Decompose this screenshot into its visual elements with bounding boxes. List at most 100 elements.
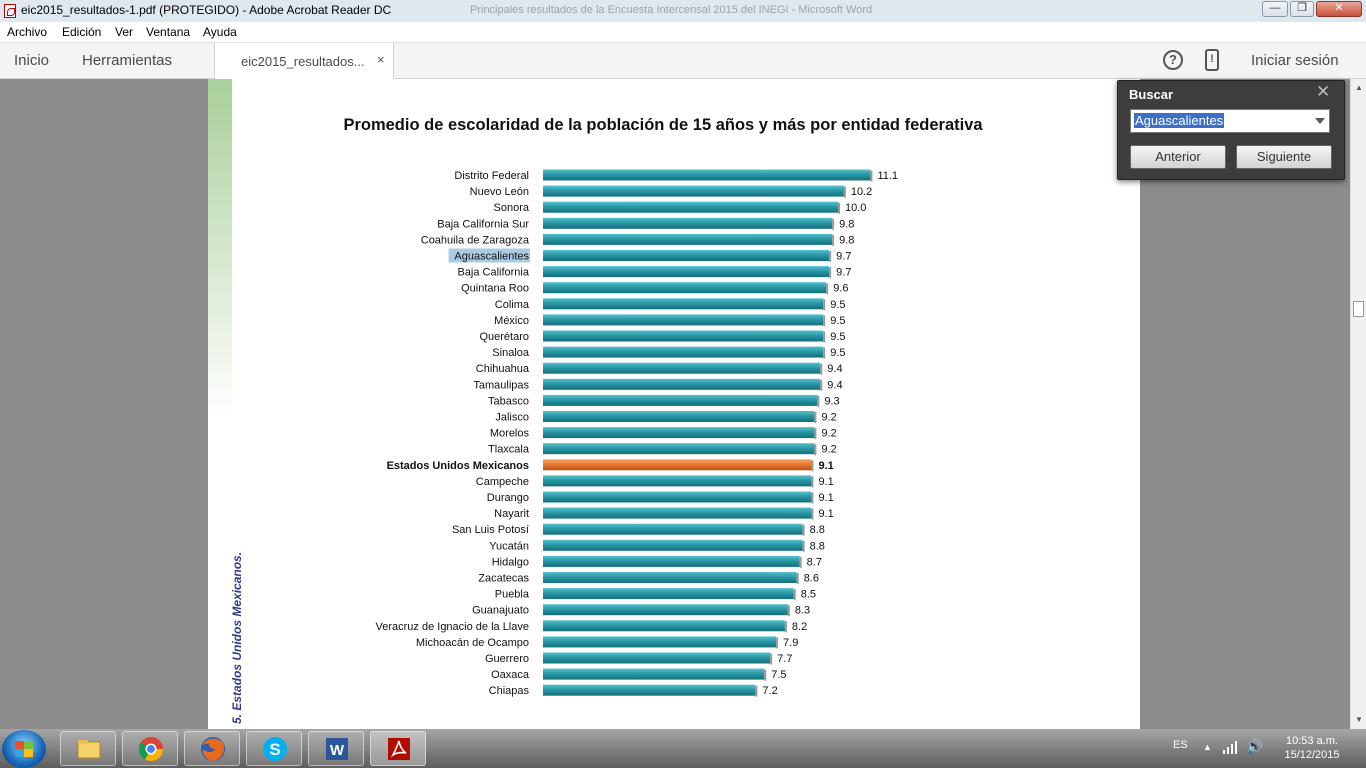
value-label: 9.8 [839, 218, 854, 230]
find-next-button[interactable]: Siguiente [1236, 145, 1332, 169]
category-label: Hidalgo [492, 556, 529, 568]
value-label: 9.5 [830, 331, 845, 343]
tray-expand-icon[interactable]: ▲ [1203, 742, 1212, 752]
scrollbar-thumb[interactable] [1353, 301, 1364, 317]
bar-shadow [823, 315, 826, 327]
system-clock[interactable]: 10:53 a.m. 15/12/2015 [1270, 734, 1354, 762]
menu-edicion[interactable]: Edición [62, 25, 102, 39]
bar-shadow [811, 476, 814, 488]
bar [543, 250, 830, 261]
value-label: 8.8 [810, 524, 825, 536]
bar-shadow [823, 331, 826, 343]
help-icon[interactable]: ? [1163, 50, 1183, 70]
bar [543, 298, 824, 310]
category-label: Colima [495, 299, 530, 311]
bar [543, 282, 827, 294]
bar [543, 604, 788, 616]
taskbar-firefox[interactable] [184, 731, 240, 766]
menu-ayuda[interactable]: Ayuda [203, 25, 237, 39]
value-label: 9.2 [821, 412, 836, 424]
bar [543, 523, 803, 535]
value-label: 9.4 [827, 363, 842, 375]
menu-ventana[interactable]: Ventana [146, 25, 191, 39]
find-close-icon[interactable]: ✕ [1316, 82, 1331, 101]
window-title: eic2015_resultados-1.pdf (PROTEGIDO) - A… [21, 3, 392, 17]
value-label: 9.7 [836, 251, 851, 263]
value-label: 9.7 [836, 267, 851, 279]
taskbar-explorer[interactable] [60, 731, 116, 766]
bar-shadow [870, 170, 873, 182]
maximize-button[interactable]: ❐ [1290, 1, 1314, 17]
close-window-button[interactable]: ✕ [1316, 1, 1362, 17]
clock-date: 15/12/2015 [1284, 749, 1340, 761]
category-label: Tlaxcala [488, 444, 530, 456]
volume-icon[interactable]: 🔊 [1246, 738, 1264, 754]
category-label: Baja California Sur [437, 218, 529, 230]
clock-time: 10:53 a.m. [1286, 735, 1338, 747]
menu-ver[interactable]: Ver [115, 25, 134, 39]
category-label: Zacatecas [478, 573, 529, 585]
bar [543, 588, 794, 600]
taskbar-acrobat[interactable] [370, 731, 426, 766]
language-indicator[interactable]: ES [1173, 739, 1188, 751]
close-tab-icon[interactable]: × [377, 52, 385, 67]
bar-shadow [832, 234, 835, 246]
value-label: 8.5 [801, 589, 816, 601]
bar-chart: Promedio de escolaridad de la población … [343, 116, 983, 697]
sign-in-button[interactable]: Iniciar sesión [1251, 52, 1339, 69]
value-label: 9.8 [839, 234, 854, 246]
home-tab[interactable]: Inicio [14, 52, 50, 69]
value-label: 10.2 [851, 186, 872, 198]
value-label: 8.2 [792, 621, 807, 633]
windows-logo-icon [15, 741, 33, 757]
bar [543, 539, 803, 551]
document-viewport[interactable]: 5. Estados Unidos Mexicanos. Promedio de… [0, 79, 1350, 729]
bar [543, 314, 824, 326]
category-label: Jalisco [495, 412, 529, 424]
bar [543, 636, 777, 648]
taskbar-chrome[interactable] [122, 731, 178, 766]
firefox-icon [201, 737, 225, 761]
windows-taskbar: S W ES ▲ 🔊 10:53 a.m. 15/12/2015 [0, 729, 1366, 768]
bar [543, 620, 785, 632]
chart-title: Promedio de escolaridad de la población … [343, 116, 983, 134]
bar-shadow [811, 460, 814, 472]
bar-shadow [817, 395, 820, 407]
value-label: 7.9 [783, 637, 798, 649]
category-label: San Luis Potosí [452, 524, 529, 536]
category-label: Chihuahua [476, 363, 530, 375]
bar [543, 217, 833, 229]
find-panel-title: Buscar [1129, 87, 1174, 102]
vertical-scrollbar[interactable]: ▲ ▼ [1350, 79, 1366, 729]
value-label: 10.0 [845, 202, 866, 214]
mobile-link-icon[interactable]: ! [1205, 49, 1219, 71]
minimize-button[interactable]: — [1262, 1, 1288, 17]
find-input[interactable]: Aguascalientes [1130, 109, 1330, 133]
start-button[interactable] [2, 730, 46, 768]
chrome-icon [139, 737, 163, 762]
scroll-up-icon[interactable]: ▲ [1355, 83, 1363, 92]
background-window-title: Principales resultados de la Encuesta In… [470, 4, 873, 16]
category-label: Veracruz de Ignacio de la Llave [376, 621, 530, 633]
value-label: 7.5 [771, 669, 786, 681]
value-label: 9.1 [818, 460, 833, 472]
menu-archivo[interactable]: Archivo [7, 25, 48, 39]
value-label: 8.7 [807, 556, 822, 568]
taskbar-skype[interactable]: S [246, 731, 302, 766]
bar-shadow [802, 540, 805, 552]
bar-shadow [793, 589, 796, 601]
document-tab[interactable]: eic2015_resultados... × [214, 43, 394, 79]
folder-icon [77, 740, 101, 759]
category-label: Guerrero [485, 653, 529, 665]
bar-shadow [764, 669, 767, 681]
network-icon[interactable] [1222, 740, 1238, 754]
tools-tab[interactable]: Herramientas [82, 52, 173, 69]
find-previous-button[interactable]: Anterior [1130, 145, 1226, 169]
document-tab-label: eic2015_resultados... [241, 54, 365, 69]
bar [543, 378, 821, 390]
title-bar: eic2015_resultados-1.pdf (PROTEGIDO) - A… [0, 0, 1366, 23]
taskbar-word[interactable]: W [308, 731, 364, 766]
value-label: 9.5 [830, 315, 845, 327]
find-dropdown-icon[interactable] [1315, 118, 1325, 124]
scroll-down-icon[interactable]: ▼ [1355, 715, 1363, 724]
